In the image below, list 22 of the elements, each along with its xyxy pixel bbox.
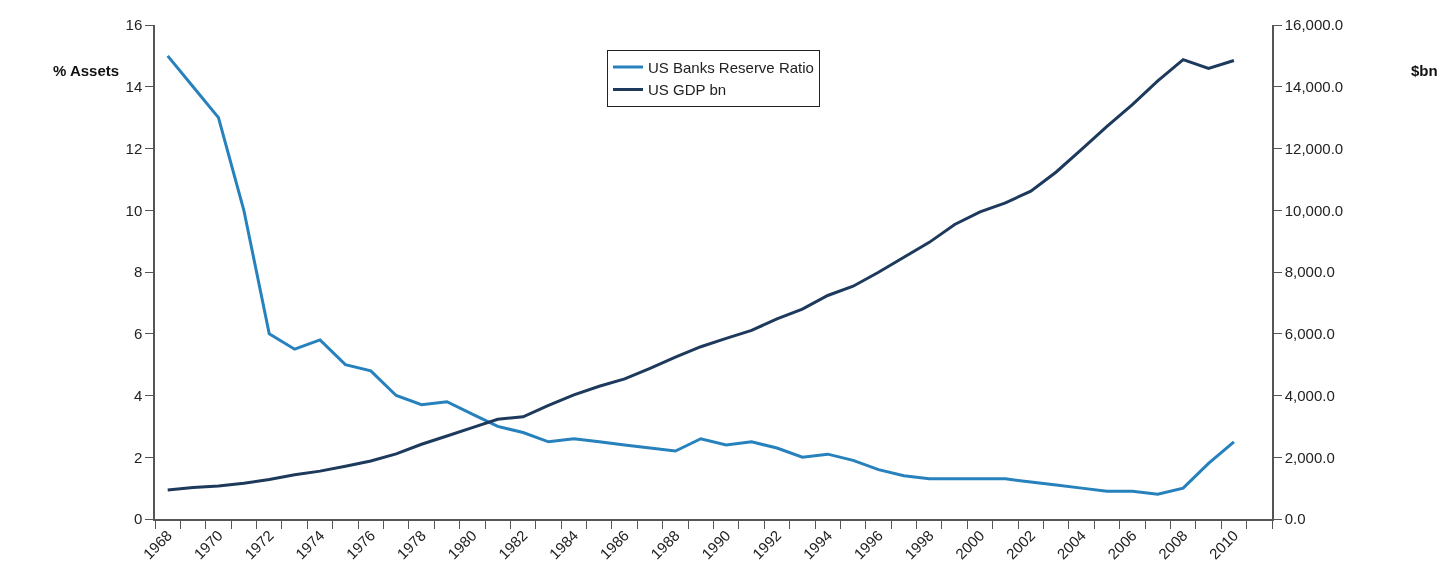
legend-label: US Banks Reserve Ratio <box>648 58 814 76</box>
y-tick-label: 6 <box>133 325 143 342</box>
y2-tick-label: 6,000.0 <box>1284 325 1335 342</box>
y2-tick-label: 4,000.0 <box>1284 386 1335 404</box>
y2-tick-label: 2,000.0 <box>1284 448 1335 466</box>
y-tick-label: 14 <box>125 78 143 95</box>
y-tick-label: 8 <box>133 263 143 281</box>
y2-tick-label: 12,000.0 <box>1284 139 1344 157</box>
y2-tick-label: 0.0 <box>1284 510 1306 528</box>
y2-tick-label: 16,000.0 <box>1284 16 1344 34</box>
y2-tick-label: 8,000.0 <box>1284 263 1335 281</box>
y-tick-label: 2 <box>133 448 143 466</box>
y2-axis-title: $bn <box>1411 62 1438 79</box>
y2-tick-label: 10,000.0 <box>1284 201 1344 219</box>
y-tick-label: 16 <box>125 16 143 34</box>
y2-tick-label: 14,000.0 <box>1284 78 1344 95</box>
y-tick-label: 10 <box>125 201 143 219</box>
y-tick-label: 0 <box>133 510 143 528</box>
y-tick-label: 4 <box>133 386 143 404</box>
y-tick-label: 12 <box>125 139 143 157</box>
legend-label: US GDP bn <box>648 81 727 99</box>
y-axis-title: % Assets <box>53 62 120 79</box>
